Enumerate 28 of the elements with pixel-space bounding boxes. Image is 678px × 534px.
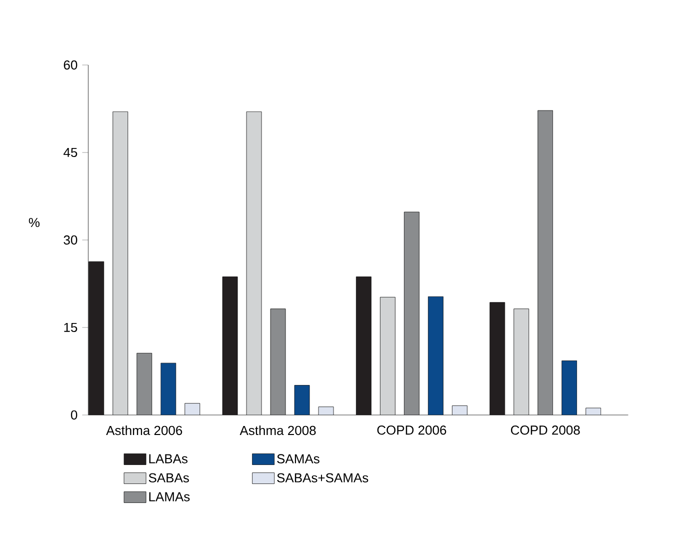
bar [404,212,420,415]
x-tick-label: COPD 2008 [510,426,580,435]
x-tick-label: COPD 2006 [377,426,446,435]
y-axis-title: % [28,218,40,228]
bar [356,276,372,415]
bar [222,276,238,415]
bar [514,308,530,415]
bar [270,308,286,415]
bar [246,112,262,415]
bar [136,353,152,415]
y-tick-label: 45 [64,148,78,158]
bar [88,262,104,415]
y-tick-label: 60 [64,60,78,70]
legend-label: SABAs+SAMAs [277,473,368,482]
bar [112,112,128,415]
y-tick-label: 15 [64,322,78,332]
legend-label: LABAs [149,454,188,464]
bar [184,403,200,415]
legend-label: SABAs [148,473,189,482]
x-tick-label: Asthma 2006 [106,426,182,436]
y-tick-label: 0 [70,410,78,420]
legend-label: SAMAs [277,454,320,464]
y-tick-label: 30 [64,235,78,245]
x-tick-label: Asthma 2008 [240,426,316,436]
bar [538,110,554,415]
bar [380,297,396,415]
legend-label: LAMAs [149,492,190,502]
bar [490,302,506,415]
